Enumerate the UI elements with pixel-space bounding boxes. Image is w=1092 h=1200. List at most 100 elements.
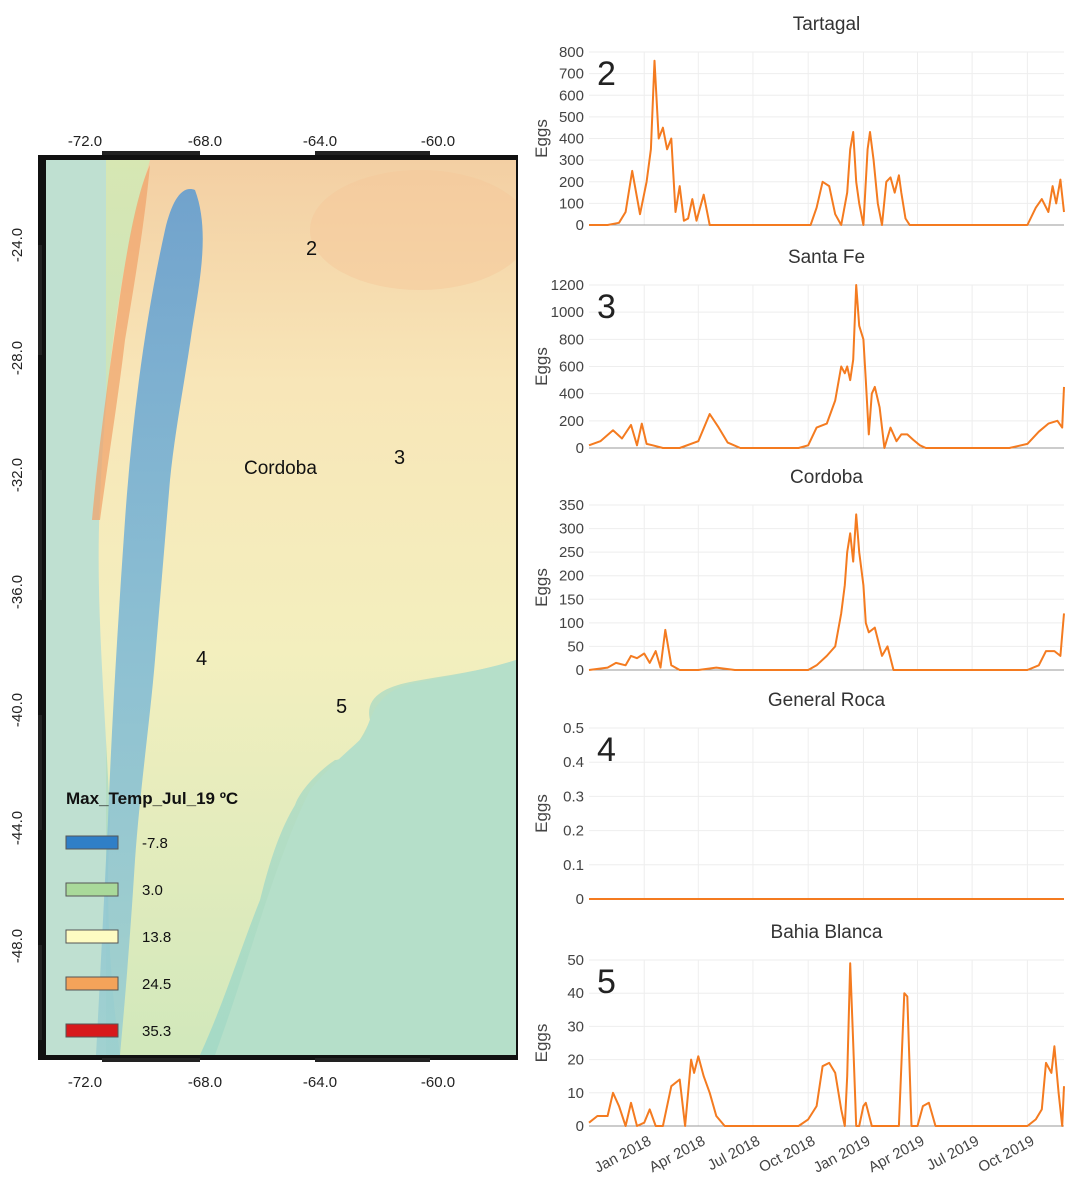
panel-number-4: 5 <box>597 963 616 1001</box>
y-tick-label-1-0: 0 <box>576 440 584 457</box>
y-tick-label-4-2: 20 <box>567 1052 584 1069</box>
y-tick-label-3-2: 0.2 <box>563 823 584 840</box>
y-tick-label-3-0: 0 <box>576 891 584 908</box>
lat-tick-2: -32.0 <box>9 458 26 492</box>
y-tick-label-4-3: 30 <box>567 1018 584 1035</box>
site-label-cordoba: Cordoba <box>244 458 317 479</box>
x-tick-label-3: Oct 2018 <box>756 1133 818 1177</box>
lat-tick-1: -28.0 <box>9 341 26 375</box>
egg-time-series-charts: Tartagal0100200300400500600700800Eggs2Sa… <box>532 14 1065 1177</box>
y-tick-label-4-1: 10 <box>567 1085 584 1102</box>
y-tick-label-2-0: 0 <box>576 662 584 679</box>
y-tick-label-0-1: 100 <box>559 195 584 212</box>
x-tick-label-0: Jan 2018 <box>592 1133 654 1177</box>
x-tick-label-5: Apr 2019 <box>866 1133 928 1177</box>
y-tick-label-3-3: 0.3 <box>563 788 584 805</box>
y-tick-label-0-5: 500 <box>559 109 584 126</box>
eggs-series-line-0 <box>589 59 1065 226</box>
y-tick-label-0-6: 600 <box>559 87 584 104</box>
bottom-tick-1: -68.0 <box>188 1074 222 1091</box>
map-bottom-ticks: -72.0 -68.0 -64.0 -60.0 <box>68 1074 455 1091</box>
lat-tick-5: -44.0 <box>9 811 26 845</box>
map-top-ticks: -72.0 -68.0 -64.0 -60.0 <box>68 133 455 150</box>
legend-label-3: 24.5 <box>142 976 171 993</box>
y-tick-label-1-1: 200 <box>559 413 584 430</box>
y-tick-label-0-4: 400 <box>559 131 584 148</box>
y-tick-label-2-6: 300 <box>559 521 584 538</box>
y-tick-label-0-8: 800 <box>559 44 584 61</box>
chart-title-4: Bahia Blanca <box>771 922 883 943</box>
legend-swatch-2 <box>65 929 119 944</box>
x-tick-label-7: Oct 2019 <box>976 1133 1038 1177</box>
y-tick-label-3-4: 0.4 <box>563 754 584 771</box>
legend-swatch-3 <box>65 976 119 991</box>
y-tick-label-2-3: 150 <box>559 591 584 608</box>
panel-number-1: 3 <box>597 288 616 326</box>
site-label-tartagal: 2 <box>306 238 317 260</box>
coastal-warm-strip <box>92 165 150 520</box>
panel-number-0: 2 <box>597 55 616 93</box>
bottom-tick-0: -72.0 <box>68 1074 102 1091</box>
eggs-series-line-2 <box>588 513 1065 671</box>
y-tick-label-2-4: 200 <box>559 568 584 585</box>
y-tick-label-3-5: 0.5 <box>563 720 584 737</box>
y-tick-label-4-5: 50 <box>567 952 584 969</box>
y-tick-label-2-1: 50 <box>567 638 584 655</box>
map-lat-ticks: -24.0 -28.0 -32.0 -36.0 -40.0 -44.0 -48.… <box>9 228 26 963</box>
y-tick-label-1-4: 800 <box>559 331 584 348</box>
legend-label-0: -7.8 <box>142 835 168 852</box>
legend-swatch-0 <box>65 835 119 850</box>
chart-title-2: Cordoba <box>790 467 863 488</box>
chart-panel-1: Santa Fe 0 200 400 600 800 1000 1200 Eggs 3 <box>532 247 1065 457</box>
chart-title-3: General Roca <box>768 690 886 711</box>
chart-panel-4: Bahia Blanca 0 10 20 30 40 50 Eggs 5 <box>532 922 1065 1135</box>
y-axis-label-2: Eggs <box>532 568 551 607</box>
y-tick-label-1-2: 400 <box>559 386 584 403</box>
bottom-tick-2: -64.0 <box>303 1074 337 1091</box>
y-tick-label-1-6: 1200 <box>551 277 584 294</box>
y-tick-label-2-7: 350 <box>559 497 584 514</box>
map-axis-bars <box>38 151 430 1062</box>
land-mass <box>98 160 516 1055</box>
y-tick-label-0-2: 200 <box>559 174 584 191</box>
y-tick-label-4-4: 40 <box>567 985 584 1002</box>
x-tick-label-4: Jan 2019 <box>811 1133 873 1177</box>
top-tick-1: -68.0 <box>188 133 222 150</box>
top-tick-2: -64.0 <box>303 133 337 150</box>
legend-items: -7.8 3.0 13.8 24.5 35.3 <box>65 835 171 1040</box>
chart-panel-3: General Roca 0 0.1 0.2 0.3 0.4 0.5 Eggs 4 <box>532 690 1064 908</box>
andes-belt <box>96 189 203 1055</box>
lat-tick-0: -24.0 <box>9 228 26 262</box>
y-tick-label-2-2: 100 <box>559 615 584 632</box>
x-tick-label-1: Apr 2018 <box>646 1133 708 1177</box>
y-tick-label-4-0: 0 <box>576 1118 584 1135</box>
chart-panel-0: Tartagal 0 100 200 300 400 500 600 700 800 Eggs 2 <box>532 14 1065 234</box>
site-label-santa-fe: 3 <box>394 447 405 469</box>
y-tick-label-0-7: 700 <box>559 66 584 83</box>
y-tick-label-3-1: 0.1 <box>563 857 584 874</box>
lat-tick-6: -48.0 <box>9 929 26 963</box>
y-tick-label-1-3: 600 <box>559 359 584 376</box>
bottom-tick-3: -60.0 <box>421 1074 455 1091</box>
site-label-general-roca: 4 <box>196 648 207 670</box>
top-tick-3: -60.0 <box>421 133 455 150</box>
y-axis-label-4: Eggs <box>532 1024 551 1063</box>
panel-number-3: 4 <box>597 731 616 769</box>
y-tick-label-0-3: 300 <box>559 152 584 169</box>
map-legend: Max_Temp_Jul_19 ºC -7.8 3.0 13.8 24.5 35.3 <box>65 789 238 1040</box>
site-label-bahia-blanca: 5 <box>336 696 347 718</box>
lat-tick-3: -36.0 <box>9 575 26 609</box>
lat-tick-4: -40.0 <box>9 693 26 727</box>
y-tick-label-0-0: 0 <box>576 217 584 234</box>
legend-swatch-4 <box>65 1023 119 1038</box>
temperature-map: -72.0 -68.0 -64.0 -60.0 -72.0 -68.0 -64.… <box>9 133 518 1091</box>
eggs-series-line-1 <box>588 284 1065 449</box>
eggs-series-line-4 <box>588 962 1065 1127</box>
y-tick-label-1-5: 1000 <box>551 304 584 321</box>
x-tick-label-6: Jul 2019 <box>924 1133 982 1175</box>
y-axis-label-0: Eggs <box>532 119 551 158</box>
map-site-labels: 2 3 Cordoba 4 5 <box>196 238 405 718</box>
y-axis-label-3: Eggs <box>532 794 551 833</box>
pacific-ocean <box>46 160 106 1055</box>
